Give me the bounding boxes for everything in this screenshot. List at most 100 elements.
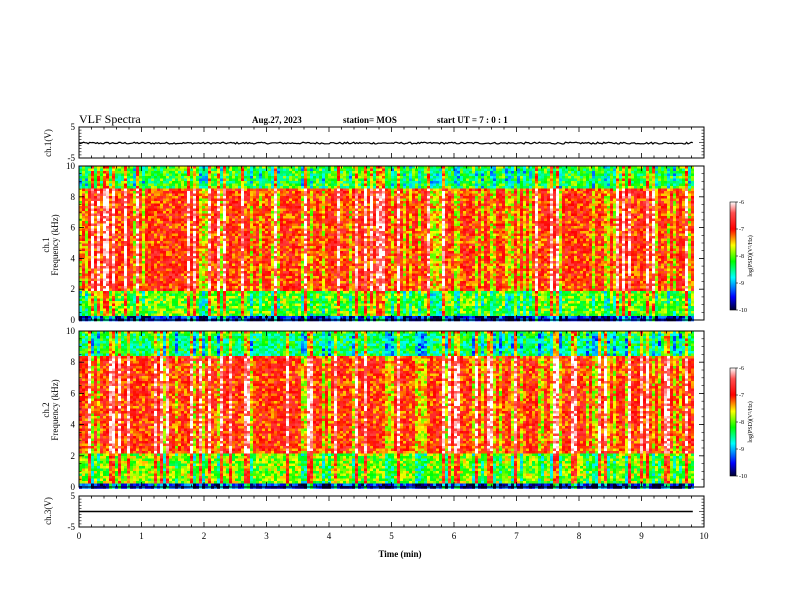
spectrogram-cell	[127, 226, 130, 229]
spectrogram-cell	[235, 251, 238, 254]
spectrogram-cell	[238, 196, 241, 199]
spectrogram-cell	[217, 176, 220, 179]
spectrogram-cell	[232, 179, 235, 182]
spectrogram-cell	[286, 231, 289, 234]
spectrogram-cell	[106, 194, 109, 197]
spectrogram-cell	[208, 299, 211, 302]
spectrogram-cell	[115, 241, 118, 244]
spectrogram-cell	[256, 169, 259, 172]
spectrogram-cell	[271, 311, 274, 314]
spectrogram-cell	[157, 269, 160, 272]
spectrogram-cell	[208, 191, 211, 194]
spectrogram-cell	[238, 271, 241, 274]
spectrogram-cell	[109, 261, 112, 264]
spectrogram-cell	[208, 219, 211, 222]
spectrogram-cell	[169, 194, 172, 197]
spectrogram-cell	[274, 244, 277, 247]
spectrogram-cell	[163, 171, 166, 174]
spectrogram-cell	[310, 299, 313, 302]
spectrogram-cell	[85, 281, 88, 284]
spectrogram-cell	[259, 176, 262, 179]
spectrogram-cell	[106, 294, 109, 297]
spectrogram-cell	[304, 286, 307, 289]
spectrogram-cell	[91, 281, 94, 284]
spectrogram-cell	[229, 311, 232, 314]
spectrogram-cell	[289, 314, 292, 317]
spectrogram-cell	[124, 241, 127, 244]
spectrogram-cell	[289, 269, 292, 272]
spectrogram-cell	[184, 231, 187, 234]
spectrogram-cell	[196, 306, 199, 309]
spectrogram-cell	[310, 219, 313, 222]
spectrogram-cell	[208, 314, 211, 317]
spectrogram-cell	[250, 221, 253, 224]
spectrogram-cell	[208, 239, 211, 242]
spectrogram-cell	[178, 261, 181, 264]
spectrogram-cell	[292, 296, 295, 299]
spectrogram-cell	[193, 251, 196, 254]
spectrogram-cell	[196, 176, 199, 179]
spectrogram-cell	[196, 214, 199, 217]
spectrogram-cell	[280, 241, 283, 244]
spectrogram-cell	[277, 301, 280, 304]
spectrogram-cell	[88, 201, 91, 204]
spectrogram-cell	[208, 236, 211, 239]
spectrogram-cell	[103, 284, 106, 287]
spectrogram-cell	[100, 274, 103, 277]
spectrogram-cell	[109, 301, 112, 304]
spectrogram-cell	[175, 246, 178, 249]
spectrogram-cell	[235, 171, 238, 174]
spectrogram-cell	[82, 306, 85, 309]
spectrogram-cell	[115, 211, 118, 214]
spectrogram-cell	[211, 284, 214, 287]
spectrogram-cell	[286, 271, 289, 274]
spectrogram-cell	[178, 249, 181, 252]
spectrogram-cell	[232, 184, 235, 187]
spectrogram-cell	[166, 314, 169, 317]
spectrogram-cell	[127, 259, 130, 262]
spectrogram-cell	[286, 281, 289, 284]
spectrogram-cell	[181, 204, 184, 207]
spectrogram-cell	[178, 234, 181, 237]
spectrogram-cell	[280, 206, 283, 209]
spectrogram-cell	[274, 269, 277, 272]
spectrogram-cell	[298, 211, 301, 214]
spectrogram-cell	[91, 299, 94, 302]
spectrogram-cell	[262, 281, 265, 284]
spectrogram-cell	[232, 201, 235, 204]
spectrogram-cell	[292, 259, 295, 262]
spectrogram-cell	[187, 214, 190, 217]
spectrogram-cell	[199, 289, 202, 292]
spectrogram-cell	[247, 191, 250, 194]
spectrogram-cell	[205, 294, 208, 297]
spectrogram-cell	[256, 296, 259, 299]
spectrogram-cell	[94, 241, 97, 244]
spectrogram-cell	[193, 214, 196, 217]
spectrogram-cell	[256, 311, 259, 314]
spectrogram-cell	[166, 229, 169, 232]
spectrogram-cell	[238, 199, 241, 202]
spectrogram-cell	[184, 299, 187, 302]
spectrogram-cell	[259, 304, 262, 307]
spectrogram-cell	[283, 256, 286, 259]
spectrogram-cell	[250, 199, 253, 202]
spectrogram-cell	[289, 186, 292, 189]
spectrogram-cell	[286, 299, 289, 302]
spectrogram-cell	[202, 174, 205, 177]
spectrogram-cell	[118, 246, 121, 249]
spectrogram-cell	[217, 209, 220, 212]
spectrogram-cell	[172, 261, 175, 264]
spectrogram-cell	[151, 236, 154, 239]
spectrogram-cell	[262, 219, 265, 222]
spectrogram-cell	[259, 276, 262, 279]
spectrogram-cell	[250, 176, 253, 179]
spectrogram-cell	[199, 264, 202, 267]
spectrogram-cell	[307, 229, 310, 232]
spectrogram-cell	[151, 316, 154, 319]
spectrogram-cell	[274, 306, 277, 309]
spectrogram-cell	[241, 179, 244, 182]
spectrogram-cell	[202, 279, 205, 282]
spectrogram-cell	[259, 224, 262, 227]
spectrogram-cell	[214, 289, 217, 292]
spectrogram-cell	[151, 184, 154, 187]
